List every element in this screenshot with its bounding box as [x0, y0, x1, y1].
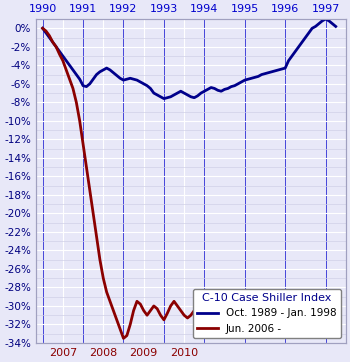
Legend: Oct. 1989 - Jan. 1998, Jun. 2006 -: Oct. 1989 - Jan. 1998, Jun. 2006 -	[193, 289, 341, 338]
